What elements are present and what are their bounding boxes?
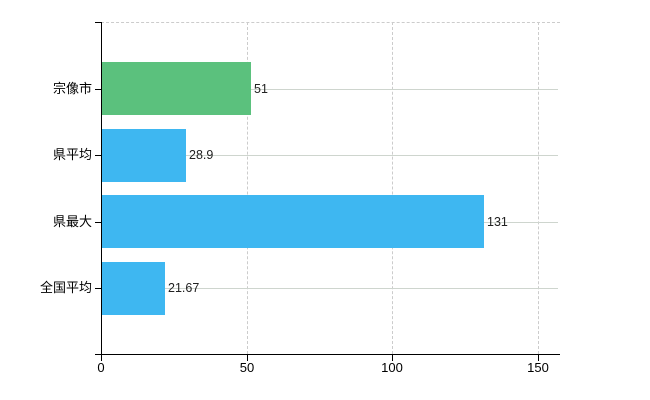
- bar-value-label: 131: [487, 215, 508, 229]
- y-axis-tick: [95, 22, 101, 23]
- y-axis-tick: [95, 155, 101, 156]
- horizontal-gridline: [102, 155, 558, 156]
- vertical-gridline: [538, 22, 539, 354]
- bar-value-label: 28.9: [189, 148, 214, 162]
- x-axis-tick: [247, 355, 248, 361]
- x-axis-tick-label: 100: [381, 360, 403, 375]
- x-axis-tick: [101, 355, 102, 361]
- y-axis-tick: [95, 288, 101, 289]
- bar-3: [102, 195, 484, 248]
- x-axis-line: [95, 354, 560, 355]
- x-axis-tick-label: 50: [239, 360, 255, 375]
- vertical-gridline: [246, 22, 248, 354]
- plot-top-border: [101, 22, 560, 23]
- x-axis-tick-label: 0: [97, 360, 105, 375]
- category-label: 県最大: [52, 214, 92, 229]
- y-axis-tick: [95, 89, 101, 90]
- category-label: 県平均: [52, 147, 92, 162]
- bar-4: [102, 262, 165, 315]
- bar-value-label: 51: [254, 82, 268, 96]
- x-axis-tick: [392, 355, 393, 361]
- horizontal-gridline: [102, 89, 558, 90]
- bar-2: [102, 129, 186, 182]
- x-axis-tick-label: 150: [527, 360, 549, 375]
- x-axis-tick: [538, 355, 539, 361]
- bar-1: [102, 62, 251, 115]
- horizontal-gridline: [102, 288, 558, 289]
- y-axis-tick: [95, 222, 101, 223]
- vertical-gridline: [392, 22, 394, 354]
- category-label: 全国平均: [39, 280, 92, 295]
- bar-value-label: 21.67: [168, 281, 200, 295]
- category-label: 宗像市: [52, 81, 92, 96]
- y-axis-line: [101, 22, 102, 355]
